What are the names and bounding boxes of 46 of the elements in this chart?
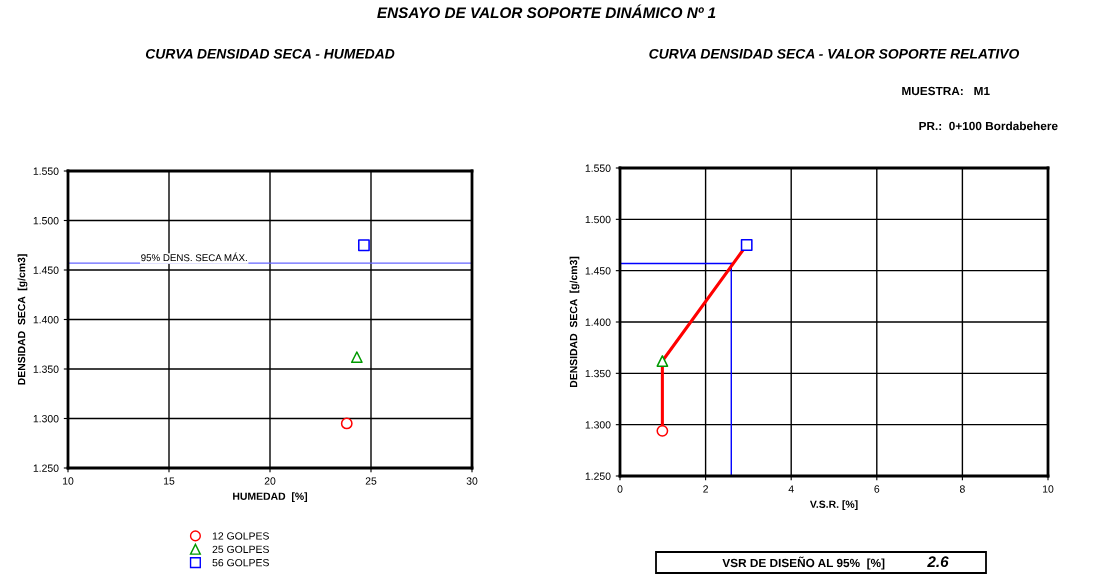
legend-label: 25 GOLPES: [212, 545, 269, 554]
point: [740, 239, 753, 251]
x-tick-label: 25: [365, 477, 377, 485]
y-tick-label: 1.500: [33, 217, 59, 225]
x-axis-title: HUMEDAD [%]: [233, 492, 308, 502]
y-tick-label: 1.300: [585, 421, 611, 429]
chart-title: CURVA DENSIDAD SECA - HUMEDAD: [145, 48, 395, 59]
text: 2.6: [927, 556, 949, 568]
x-tick-label: 10: [63, 477, 74, 485]
x-tick-label: 30: [466, 477, 478, 485]
point: [656, 355, 669, 367]
point: [350, 351, 363, 364]
x-tick-label: 15: [164, 477, 175, 485]
point: [656, 424, 669, 437]
chart-title: CURVA DENSIDAD SECA - VALOR SOPORTE RELATIVO: [649, 48, 1020, 59]
x-axis-title: V.S.R. [%]: [809, 500, 858, 510]
y-tick-label: 1.450: [585, 267, 611, 275]
y-tick-label: 1.350: [585, 369, 611, 378]
y-tick-label: 1.250: [585, 472, 611, 480]
y-tick-label: 1.550: [585, 164, 611, 172]
legend-label: 12 GOLPES: [212, 532, 269, 540]
text: PR.: 0+100 Bordabehere: [919, 121, 1058, 131]
text: MUESTRA: M1: [902, 86, 990, 96]
point: [358, 239, 370, 252]
x-tick-label: 10: [1043, 485, 1054, 493]
y-tick-label: 1.550: [33, 167, 59, 175]
y-tick-label: 1.400: [585, 318, 611, 326]
text: ENSAYO DE VALOR SOPORTE DINÁMICO Nº 1: [377, 4, 716, 19]
point: [340, 417, 353, 430]
y-tick-label: 1.250: [33, 464, 59, 472]
x-tick-label: 6: [874, 485, 880, 493]
x-tick-label: 0: [617, 485, 623, 493]
y-tick-label: 1.400: [33, 316, 59, 324]
y-tick-label: 1.500: [585, 215, 611, 224]
y-axis-title: DENSIDAD SECA [g/cm3]: [17, 254, 28, 385]
ref-line-label: 95% DENS. SECA MÁX.: [141, 252, 247, 262]
x-tick-label: 4: [788, 485, 794, 493]
y-tick-label: 1.350: [33, 365, 59, 373]
y-tick-label: 1.300: [33, 415, 59, 423]
x-tick-label: 20: [264, 477, 276, 485]
x-tick-label: 2: [703, 485, 708, 493]
text: VSR DE DISEÑO AL 95% [%]: [722, 556, 885, 570]
y-axis-title: DENSIDAD SECA [g/cm3]: [569, 256, 580, 388]
legend-label: 56 GOLPES: [212, 558, 269, 567]
y-tick-label: 1.450: [33, 266, 59, 274]
x-tick-label: 8: [959, 485, 965, 493]
